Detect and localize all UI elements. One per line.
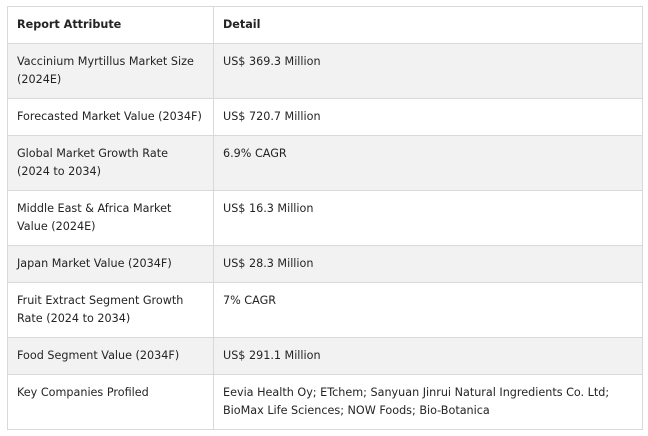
detail-cell: 7% CAGR [213,282,643,338]
detail-cell: US$ 28.3 Million [213,245,643,283]
header-detail: Detail [213,6,643,44]
table-row: Food Segment Value (2034F) US$ 291.1 Mil… [7,337,643,375]
detail-cell: Eevia Health Oy; ETchem; Sanyuan Jinrui … [213,374,643,430]
table-row: Forecasted Market Value (2034F) US$ 720.… [7,98,643,136]
table-header-row: Report Attribute Detail [7,6,643,44]
table-row: Japan Market Value (2034F) US$ 28.3 Mill… [7,245,643,283]
detail-cell: 6.9% CAGR [213,135,643,191]
attribute-cell: Forecasted Market Value (2034F) [7,98,214,136]
detail-cell: US$ 720.7 Million [213,98,643,136]
table-row: Vaccinium Myrtillus Market Size (2024E) … [7,43,643,99]
table-row: Middle East & Africa Market Value (2024E… [7,190,643,246]
detail-cell: US$ 369.3 Million [213,43,643,99]
table-row: Global Market Growth Rate (2024 to 2034)… [7,135,643,191]
attribute-cell: Global Market Growth Rate (2024 to 2034) [7,135,214,191]
detail-cell: US$ 291.1 Million [213,337,643,375]
attribute-cell: Key Companies Profiled [7,374,214,430]
attribute-cell: Middle East & Africa Market Value (2024E… [7,190,214,246]
header-report-attribute: Report Attribute [7,6,214,44]
report-table-container: Report Attribute Detail Vaccinium Myrtil… [7,6,643,430]
detail-cell: US$ 16.3 Million [213,190,643,246]
table-row: Key Companies Profiled Eevia Health Oy; … [7,374,643,430]
attribute-cell: Vaccinium Myrtillus Market Size (2024E) [7,43,214,99]
table-row: Fruit Extract Segment Growth Rate (2024 … [7,282,643,338]
attribute-cell: Fruit Extract Segment Growth Rate (2024 … [7,282,214,338]
report-attributes-table: Report Attribute Detail Vaccinium Myrtil… [7,6,643,430]
attribute-cell: Food Segment Value (2034F) [7,337,214,375]
attribute-cell: Japan Market Value (2034F) [7,245,214,283]
